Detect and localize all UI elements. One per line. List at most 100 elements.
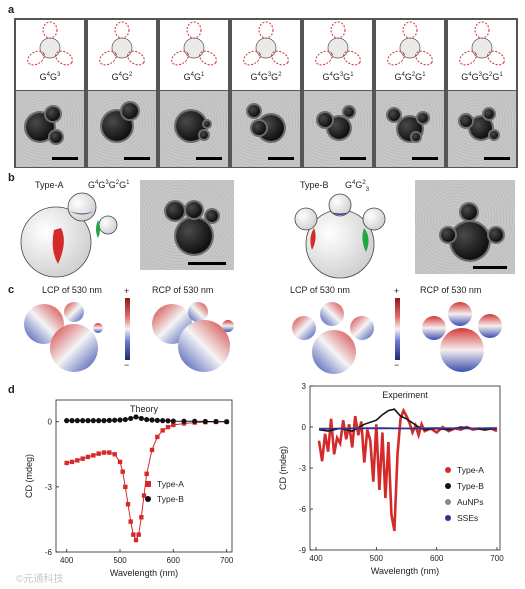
tem-image-5	[304, 91, 372, 167]
x-tick-label: 400	[309, 554, 323, 563]
map-title-2: RCP of 530 nm	[152, 285, 214, 295]
x-tick-label: 700	[220, 556, 234, 565]
data-point	[165, 424, 171, 430]
data-point	[154, 417, 160, 424]
x-tick-label: 600	[430, 554, 444, 563]
legend-marker	[445, 499, 451, 505]
design-label: G4G3G2	[250, 72, 282, 82]
legend-label: Type-A	[157, 479, 184, 489]
legend-marker	[445, 515, 451, 521]
data-point	[117, 459, 123, 465]
data-point	[202, 418, 208, 425]
data-point	[101, 450, 107, 455]
legend-label: AuNPs	[457, 497, 483, 507]
data-point	[122, 416, 128, 423]
legend-marker	[145, 496, 151, 502]
plot-frame	[55, 399, 233, 553]
design-cell-6: G4G2G1	[376, 20, 444, 90]
design-schematic	[387, 21, 433, 66]
type-b-diagram	[294, 193, 386, 279]
data-point	[74, 418, 80, 424]
y-tick-label: -3	[299, 464, 307, 473]
tem-image-2	[88, 91, 156, 167]
chart-title: Experiment	[382, 390, 428, 400]
design-label: G4G2G1	[394, 72, 426, 82]
panel-d-letter: d	[8, 384, 15, 396]
y-tick-label: -3	[45, 483, 53, 492]
data-point	[107, 450, 112, 455]
data-point	[160, 418, 166, 424]
data-point	[181, 418, 187, 424]
data-point	[96, 418, 102, 424]
y-tick-label: -9	[299, 546, 307, 555]
data-point	[106, 417, 112, 424]
design-schematic	[27, 21, 73, 66]
data-point	[101, 418, 107, 424]
tem-image-7	[448, 91, 516, 167]
data-point	[91, 453, 96, 458]
data-point	[64, 460, 69, 466]
series-line-type-a	[66, 421, 227, 542]
color-scale-1	[125, 298, 130, 360]
watermark: ©元通科技	[16, 574, 64, 585]
chart-title: Theory	[130, 404, 159, 414]
data-point	[170, 418, 176, 424]
tem-image-3	[160, 91, 228, 167]
data-point	[85, 418, 91, 424]
data-point	[112, 452, 117, 457]
design-schematic	[99, 21, 145, 66]
y-tick-label: 0	[48, 418, 53, 427]
y-tick-label: 0	[302, 423, 307, 432]
design-cell-5: G4G3G1	[304, 20, 372, 90]
data-point	[224, 419, 230, 425]
data-point	[171, 422, 176, 428]
type-b-tem-image	[415, 180, 515, 274]
data-point	[96, 451, 101, 456]
tem-image-6	[376, 91, 444, 167]
legend-label: Type-B	[457, 481, 484, 491]
data-point	[138, 415, 144, 422]
legend-marker	[145, 481, 151, 487]
design-schematic	[315, 21, 361, 66]
design-cell-3: G4G1	[160, 20, 228, 90]
legend-label: SSEs	[457, 513, 478, 523]
data-point	[75, 458, 80, 463]
data-point	[213, 418, 219, 425]
data-point	[128, 415, 134, 422]
rcp-map-type-a	[152, 302, 234, 372]
design-label: G4G3G1	[322, 72, 354, 82]
data-point	[141, 493, 147, 498]
experiment-chart: 400 500 600 700 3 0 -3 -6 -9 Experiment Wavelength…	[278, 382, 504, 576]
legend-label: Type-B	[157, 494, 184, 504]
design-cell-1: G4G3	[16, 20, 84, 90]
type-a-tem-image	[140, 180, 234, 270]
data-point	[112, 417, 118, 423]
data-point	[136, 532, 141, 537]
data-point	[149, 417, 155, 423]
legend-marker	[445, 483, 451, 489]
data-point	[128, 519, 133, 524]
series-line-type-a	[317, 407, 498, 532]
lcp-map-type-b	[292, 302, 374, 374]
x-tick-label: 700	[490, 554, 504, 563]
data-point	[149, 447, 155, 453]
y-axis-label: CD (mdeg)	[278, 446, 288, 490]
data-point	[90, 418, 96, 424]
data-point	[69, 418, 75, 424]
legend-label: Type-A	[457, 465, 484, 475]
y-tick-label: -6	[299, 505, 307, 514]
color-scale-2	[395, 298, 400, 360]
data-point	[117, 417, 123, 423]
rcp-map-type-b	[422, 302, 502, 372]
data-point	[165, 418, 171, 424]
y-axis-label: CD (mdeg)	[24, 454, 34, 498]
data-point	[133, 414, 139, 420]
design-cell-7: G4G3G2G1	[448, 20, 516, 90]
design-schematic	[459, 21, 505, 66]
y-tick-label: 3	[302, 382, 307, 391]
data-point	[64, 418, 70, 424]
design-label: G4G2	[111, 72, 133, 82]
x-axis-label: Wavelength (nm)	[371, 566, 439, 576]
x-tick-label: 500	[370, 554, 384, 563]
type-b-label: Type-B	[300, 180, 329, 190]
